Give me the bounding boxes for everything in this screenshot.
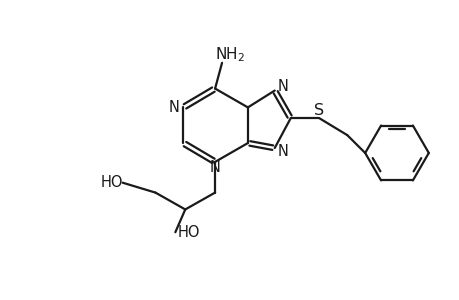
Text: NH$_2$: NH$_2$ <box>214 46 245 64</box>
Text: HO: HO <box>177 225 199 240</box>
Text: N: N <box>277 79 288 94</box>
Text: S: S <box>313 103 324 118</box>
Text: N: N <box>209 160 220 175</box>
Text: N: N <box>277 145 288 160</box>
Text: HO: HO <box>100 175 123 190</box>
Text: N: N <box>168 100 179 115</box>
